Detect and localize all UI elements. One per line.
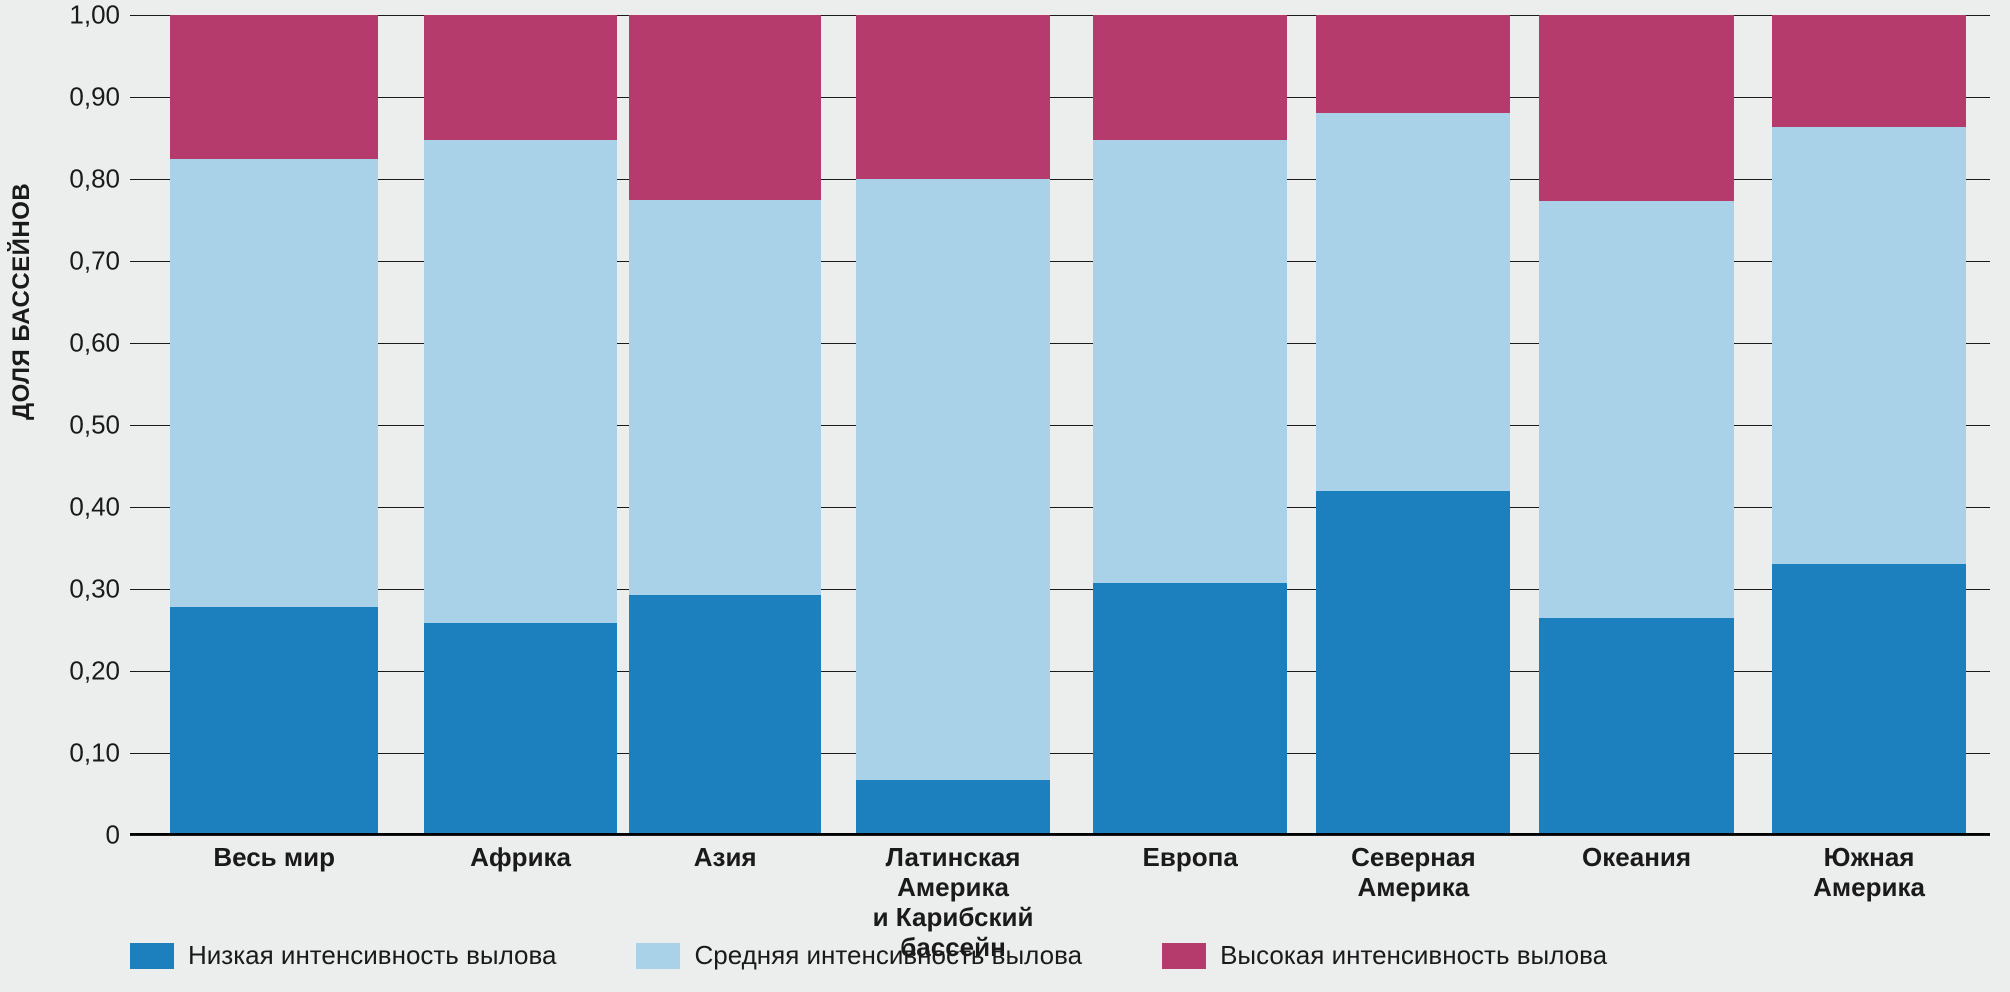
bar-segment-high <box>424 15 616 140</box>
stacked-bar <box>1093 15 1287 835</box>
bar-segment-low <box>629 595 821 835</box>
bar-segment-mid <box>1539 201 1733 618</box>
bar-segment-high <box>1316 15 1510 113</box>
legend-item: Высокая интенсивность вылова <box>1162 940 1607 971</box>
category-slot <box>418 15 623 835</box>
stacked-bar <box>170 15 378 835</box>
y-tick-label: 1,00 <box>69 0 120 31</box>
bar-segment-high <box>1772 15 1965 127</box>
y-tick-label: 0,90 <box>69 82 120 113</box>
bar-segment-high <box>170 15 378 159</box>
legend-label: Низкая интенсивность вылова <box>188 940 556 971</box>
stacked-bar <box>424 15 616 835</box>
category-slot <box>1525 15 1748 835</box>
bar-segment-mid <box>1093 140 1287 583</box>
stacked-bar <box>1316 15 1510 835</box>
category-slot <box>1302 15 1525 835</box>
bar-segment-low <box>170 607 378 835</box>
category-slot <box>130 15 418 835</box>
bar-segment-mid <box>170 159 378 608</box>
bar-segment-low <box>1772 564 1965 835</box>
y-tick-label: 0,40 <box>69 492 120 523</box>
y-tick-label: 0 <box>106 820 120 851</box>
chart-container: ДОЛЯ БАССЕЙНОВ 00,100,200,300,400,500,60… <box>0 0 2010 992</box>
category-slot <box>623 15 828 835</box>
y-tick-label: 0,70 <box>69 246 120 277</box>
legend-swatch <box>130 943 174 969</box>
bar-segment-low <box>1316 491 1510 835</box>
category-slot <box>1748 15 1990 835</box>
bar-segment-mid <box>424 140 616 624</box>
legend-label: Средняя интенсивность вылова <box>694 940 1082 971</box>
legend-swatch <box>1162 943 1206 969</box>
y-axis-label: ДОЛЯ БАССЕЙНОВ <box>8 183 36 420</box>
bar-segment-high <box>1539 15 1733 201</box>
bar-segment-mid <box>629 200 821 595</box>
legend: Низкая интенсивность вылова Средняя интен… <box>130 940 1990 971</box>
legend-swatch <box>636 943 680 969</box>
bar-segment-low <box>1093 583 1287 835</box>
category-slot <box>827 15 1078 835</box>
y-tick-label: 0,60 <box>69 328 120 359</box>
y-tick-label: 0,50 <box>69 410 120 441</box>
bar-segment-mid <box>1316 113 1510 490</box>
y-tick-label: 0,30 <box>69 574 120 605</box>
bar-segment-mid <box>1772 127 1965 564</box>
bars-group <box>130 15 1990 835</box>
stacked-bar <box>1539 15 1733 835</box>
legend-item: Низкая интенсивность вылова <box>130 940 556 971</box>
stacked-bar <box>856 15 1049 835</box>
y-tick-label: 0,10 <box>69 738 120 769</box>
gridline <box>130 835 1990 836</box>
stacked-bar <box>1772 15 1965 835</box>
legend-label: Высокая интенсивность вылова <box>1220 940 1607 971</box>
bar-segment-low <box>424 623 616 835</box>
bar-segment-high <box>629 15 821 200</box>
bar-segment-low <box>856 780 1049 835</box>
y-tick-label: 0,80 <box>69 164 120 195</box>
category-slot <box>1079 15 1302 835</box>
stacked-bar <box>629 15 821 835</box>
legend-item: Средняя интенсивность вылова <box>636 940 1082 971</box>
bar-segment-mid <box>856 179 1049 780</box>
bar-segment-high <box>856 15 1049 179</box>
bar-segment-high <box>1093 15 1287 140</box>
x-axis-line <box>130 833 1990 835</box>
y-tick-label: 0,20 <box>69 656 120 687</box>
plot-area: 00,100,200,300,400,500,600,700,800,901,0… <box>130 15 1990 835</box>
bar-segment-low <box>1539 618 1733 835</box>
